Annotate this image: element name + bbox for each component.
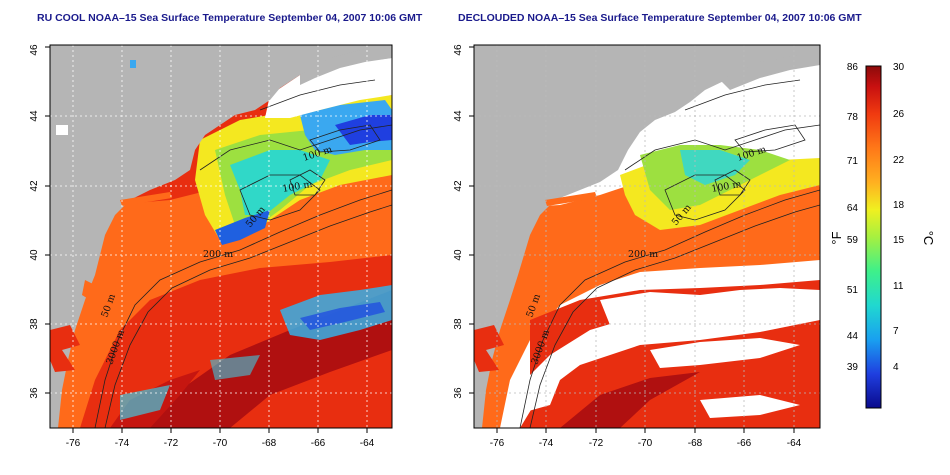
land-mass xyxy=(50,45,392,428)
f-tick: 86 xyxy=(847,62,859,73)
left-ticks xyxy=(45,46,368,433)
lon-tick-label: -76 xyxy=(490,438,505,449)
gulf-stream-core xyxy=(560,372,700,428)
shelf-cyan-water xyxy=(680,150,750,185)
lon-tick-label: -72 xyxy=(589,438,604,449)
f-tick: 71 xyxy=(847,156,859,167)
f-tick: 59 xyxy=(847,235,859,246)
lon-tick-label: -74 xyxy=(539,438,554,449)
lat-tick-label: 44 xyxy=(453,110,464,122)
celsius-ticks: 30 26 22 18 15 11 7 4 xyxy=(893,62,905,373)
cold-eddy xyxy=(215,210,270,245)
left-sst-map: 100 m 100 m 50 m 200 m 50 m 3000 m -76 -… xyxy=(29,44,393,449)
lon-tick-label: -64 xyxy=(360,438,375,449)
celsius-unit-label: °C xyxy=(921,231,936,246)
cloud-speckle-south xyxy=(120,385,170,420)
chesapeake-bay xyxy=(474,325,504,372)
lon-tick-label: -70 xyxy=(213,438,228,449)
lat-tick-label: 44 xyxy=(29,110,40,122)
right-sst-map: 100 m 100 m 50 m 200 m 50 m 3000 m -76 -… xyxy=(453,44,821,449)
f-tick: 51 xyxy=(847,285,859,296)
nova-scotia-land xyxy=(300,48,392,85)
fahrenheit-unit-label: °F xyxy=(829,231,844,244)
c-tick: 15 xyxy=(893,235,905,246)
f-tick: 78 xyxy=(847,112,859,123)
temperature-colorbar: 86 78 71 64 59 51 44 39 30 26 22 18 15 1… xyxy=(829,62,936,409)
right-map-title: DECLOUDED NOAA–15 Sea Surface Temperatur… xyxy=(458,12,862,24)
lat-tick-label: 40 xyxy=(29,249,40,261)
lat-tick-label: 46 xyxy=(453,44,464,56)
f-tick: 39 xyxy=(847,362,859,373)
left-map-frame xyxy=(49,44,393,429)
c-tick: 18 xyxy=(893,200,905,211)
lat-tick-label: 46 xyxy=(29,44,40,56)
contour-label: 200 m xyxy=(628,249,658,260)
delaware-bay xyxy=(82,280,95,300)
long-island-sound xyxy=(120,192,172,206)
c-tick: 7 xyxy=(893,326,899,337)
left-map-title: RU COOL NOAA–15 Sea Surface Temperature … xyxy=(37,12,423,24)
right-ticks xyxy=(469,46,795,433)
lon-tick-label: -66 xyxy=(737,438,752,449)
c-tick: 22 xyxy=(893,155,905,166)
lat-tick-label: 42 xyxy=(29,180,40,192)
shelf-cyan-water xyxy=(230,150,330,215)
lat-tick-label: 38 xyxy=(29,318,40,330)
lon-tick-label: -66 xyxy=(311,438,326,449)
lon-tick-label: -68 xyxy=(262,438,277,449)
coastal-orange-water xyxy=(50,170,392,428)
lat-tick-label: 38 xyxy=(453,318,464,330)
chesapeake-bay xyxy=(50,325,80,372)
nova-scotia-land xyxy=(720,52,820,90)
bathymetry-contours xyxy=(94,79,392,428)
long-island-sound xyxy=(545,192,597,206)
cloud-patch xyxy=(600,288,820,325)
lon-tick-label: -68 xyxy=(688,438,703,449)
cloud-patch xyxy=(650,338,800,368)
f-tick: 44 xyxy=(847,331,859,342)
c-tick: 26 xyxy=(893,109,905,120)
lat-tick-label: 36 xyxy=(29,387,40,399)
lon-tick-label: -72 xyxy=(164,438,179,449)
c-tick: 11 xyxy=(893,281,904,292)
lat-tick-label: 42 xyxy=(453,180,464,192)
lat-tick-label: 36 xyxy=(453,387,464,399)
coastal-orange-water xyxy=(474,160,820,428)
coldest-patch xyxy=(335,115,392,145)
lon-tick-label: -64 xyxy=(787,438,802,449)
left-grid xyxy=(50,45,392,428)
colorbar-scale xyxy=(865,65,882,409)
right-map-frame xyxy=(473,44,821,429)
lon-tick-label: -70 xyxy=(638,438,653,449)
contour-label: 200 m xyxy=(203,249,233,260)
f-tick: 64 xyxy=(847,203,859,214)
contour-label: 100 m xyxy=(282,179,314,195)
lon-tick-label: -76 xyxy=(66,438,81,449)
c-tick: 4 xyxy=(893,362,899,373)
lon-tick-label: -74 xyxy=(115,438,130,449)
bathymetry-contours xyxy=(519,79,820,428)
contour-label: 100 m xyxy=(711,179,743,195)
land-mass xyxy=(474,45,820,428)
lat-tick-label: 40 xyxy=(453,249,464,261)
fahrenheit-ticks: 86 78 71 64 59 51 44 39 xyxy=(847,62,859,373)
right-grid xyxy=(474,45,820,428)
c-tick: 30 xyxy=(893,62,905,73)
